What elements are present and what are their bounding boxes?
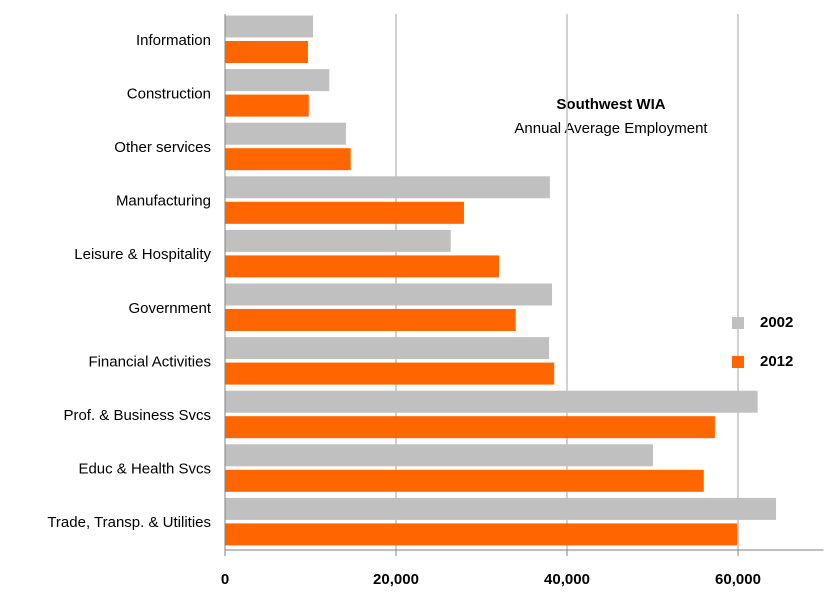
y-tick-label: Trade, Transp. & Utilities [47, 514, 211, 531]
y-tick-label: Leisure & Hospitality [74, 246, 211, 263]
bar [225, 337, 550, 360]
y-tick-label: Prof. & Business Svcs [63, 407, 211, 424]
legend-label: 2012 [760, 353, 793, 370]
bar [225, 469, 704, 492]
bar [225, 69, 330, 92]
bar [225, 523, 738, 546]
legend-swatch [732, 317, 744, 329]
bar [225, 497, 777, 520]
x-tick-label: 60,000 [715, 571, 761, 588]
legend-swatch [732, 356, 744, 368]
bar [225, 41, 308, 63]
x-tick-label: 20,000 [373, 571, 419, 588]
bar [225, 176, 550, 199]
annotation-title: Southwest WIA [556, 96, 665, 113]
bar [225, 201, 464, 224]
annotation-subtitle: Annual Average Employment [514, 120, 708, 137]
bar [225, 15, 314, 38]
y-tick-label: Financial Activities [88, 353, 211, 370]
bar [225, 283, 553, 306]
x-tick-label: 40,000 [544, 571, 590, 588]
bar [225, 444, 653, 467]
bar [225, 309, 516, 331]
y-tick-label: Construction [127, 85, 211, 102]
y-tick-label: Government [128, 300, 211, 317]
bar [225, 229, 451, 252]
bar [225, 148, 351, 171]
legend-label: 2002 [760, 314, 793, 331]
y-tick-label: Manufacturing [116, 193, 211, 210]
bar [225, 362, 555, 385]
bar [225, 416, 715, 439]
x-tick-label: 0 [221, 571, 229, 588]
bar [225, 255, 500, 278]
y-tick-label: Information [136, 32, 211, 49]
bar [225, 390, 758, 413]
bar [225, 94, 309, 117]
y-tick-label: Educ & Health Svcs [78, 461, 211, 478]
y-tick-label: Other services [114, 139, 211, 156]
bar [225, 122, 346, 145]
